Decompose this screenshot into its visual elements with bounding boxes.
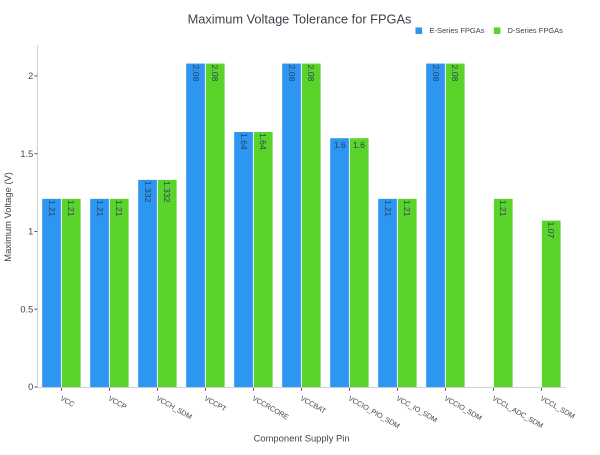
svg-text:1.6: 1.6 bbox=[353, 140, 365, 150]
svg-text:1.332: 1.332 bbox=[162, 181, 172, 203]
svg-text:1.332: 1.332 bbox=[143, 181, 153, 203]
svg-text:1.6: 1.6 bbox=[334, 140, 346, 150]
svg-text:Maximum Voltage Tolerance for: Maximum Voltage Tolerance for FPGAs bbox=[188, 11, 412, 26]
svg-text:0.5: 0.5 bbox=[20, 304, 33, 314]
svg-text:0: 0 bbox=[28, 382, 33, 392]
svg-text:D-Series FPGAs: D-Series FPGAs bbox=[508, 26, 564, 35]
svg-text:1.64: 1.64 bbox=[239, 133, 249, 150]
svg-text:1.07: 1.07 bbox=[546, 222, 556, 239]
svg-text:E-Series FPGAs: E-Series FPGAs bbox=[430, 26, 485, 35]
svg-text:1.21: 1.21 bbox=[114, 200, 124, 217]
svg-text:1.21: 1.21 bbox=[383, 200, 393, 217]
svg-text:Maximum Voltage (V): Maximum Voltage (V) bbox=[2, 172, 13, 262]
svg-text:2.08: 2.08 bbox=[306, 65, 316, 82]
svg-text:2.08: 2.08 bbox=[210, 65, 220, 82]
svg-text:2.08: 2.08 bbox=[191, 65, 201, 82]
svg-text:Component Supply Pin: Component Supply Pin bbox=[254, 432, 350, 443]
svg-text:1.21: 1.21 bbox=[498, 200, 508, 217]
svg-text:1.21: 1.21 bbox=[47, 200, 57, 217]
svg-text:2.08: 2.08 bbox=[287, 65, 297, 82]
svg-text:1.21: 1.21 bbox=[95, 200, 105, 217]
svg-text:1: 1 bbox=[28, 227, 33, 237]
svg-text:2: 2 bbox=[28, 71, 33, 81]
svg-text:1.5: 1.5 bbox=[20, 149, 33, 159]
svg-text:2.08: 2.08 bbox=[431, 65, 441, 82]
svg-text:2.08: 2.08 bbox=[450, 65, 460, 82]
svg-text:1.21: 1.21 bbox=[66, 200, 76, 217]
svg-text:1.64: 1.64 bbox=[258, 133, 268, 150]
svg-text:1.21: 1.21 bbox=[402, 200, 412, 217]
